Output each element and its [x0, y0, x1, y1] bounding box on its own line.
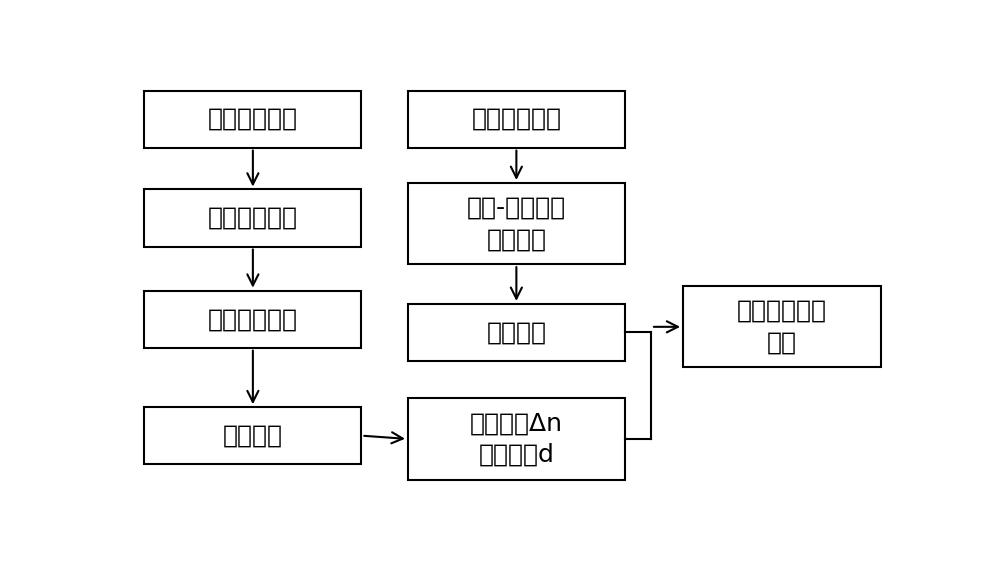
FancyBboxPatch shape — [144, 90, 361, 148]
FancyBboxPatch shape — [144, 407, 361, 464]
Text: 建立计算模型: 建立计算模型 — [208, 307, 298, 331]
Text: 基底面形测试: 基底面形测试 — [471, 107, 561, 131]
Text: 折射率差Δn
物理厚度d: 折射率差Δn 物理厚度d — [470, 411, 563, 467]
FancyBboxPatch shape — [144, 291, 361, 348]
Text: 椭偏光谱测试: 椭偏光谱测试 — [208, 107, 298, 131]
Text: 应力计算: 应力计算 — [486, 320, 546, 344]
Text: 反演计算: 反演计算 — [223, 424, 283, 448]
FancyBboxPatch shape — [144, 190, 361, 247]
FancyBboxPatch shape — [408, 399, 625, 480]
FancyBboxPatch shape — [408, 304, 625, 361]
FancyBboxPatch shape — [408, 90, 625, 148]
Text: 薄膜-基底系统
面形测试: 薄膜-基底系统 面形测试 — [467, 196, 566, 251]
FancyBboxPatch shape — [683, 286, 881, 368]
FancyBboxPatch shape — [408, 183, 625, 264]
Text: 建立物理模型: 建立物理模型 — [208, 206, 298, 230]
Text: 应力光学系数
计算: 应力光学系数 计算 — [737, 299, 827, 355]
